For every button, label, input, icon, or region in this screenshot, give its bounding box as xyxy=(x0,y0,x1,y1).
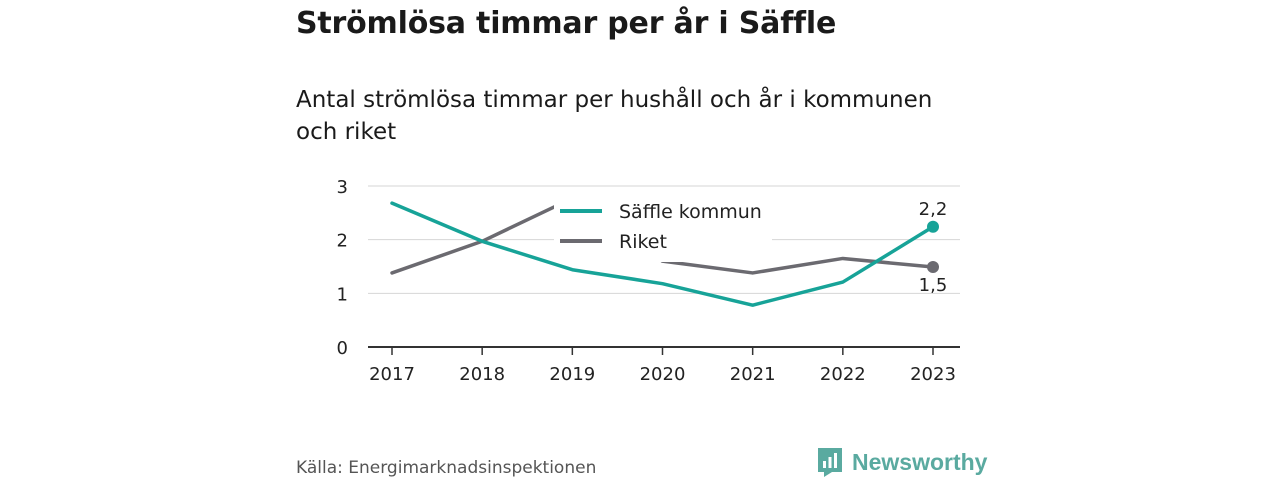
end-labels: 2,2 1,5 xyxy=(919,199,948,296)
chart-title: Strömlösa timmar per år i Säffle xyxy=(296,6,837,41)
end-point xyxy=(927,261,939,274)
y-tick-label: 3 xyxy=(337,177,348,198)
grid-lines xyxy=(368,185,960,348)
legend: Säffle kommun Riket xyxy=(554,196,772,262)
legend-background xyxy=(554,196,772,262)
x-tick-label: 2018 xyxy=(459,364,505,385)
legend-label: Riket xyxy=(619,231,667,253)
x-tick-label: 2020 xyxy=(640,364,686,385)
line-chart: 0 1 2 3 2017 2018 2019 2020 2021 2022 2023 Säffle… xyxy=(337,177,960,385)
value-label: 1,5 xyxy=(919,275,948,296)
x-tick-label: 2017 xyxy=(369,364,415,385)
x-tick-label: 2019 xyxy=(549,364,595,385)
legend-label: Säffle kommun xyxy=(619,201,762,223)
chart-subtitle: Antal strömlösa timmar per hushåll och å… xyxy=(296,87,933,145)
brand-logo[interactable]: Newsworthy xyxy=(816,446,987,478)
value-label: 2,2 xyxy=(919,199,948,220)
y-tick-label: 2 xyxy=(337,231,348,252)
x-tick-label: 2022 xyxy=(820,364,866,385)
y-axis: 0 1 2 3 xyxy=(337,177,348,359)
y-tick-label: 0 xyxy=(337,338,348,359)
brand-name: Newsworthy xyxy=(852,448,988,475)
x-tick-label: 2021 xyxy=(730,364,776,385)
y-tick-label: 1 xyxy=(337,284,348,305)
x-tick-label: 2023 xyxy=(910,364,956,385)
source-text: Källa: Energimarknadsinspektionen xyxy=(296,458,597,478)
x-axis: 2017 2018 2019 2020 2021 2022 2023 xyxy=(369,347,956,385)
newsworthy-logo-icon xyxy=(818,448,842,477)
end-point xyxy=(927,220,939,233)
chart-card: Strömlösa timmar per år i Säffle Antal s… xyxy=(296,0,987,480)
series-line xyxy=(390,201,935,307)
